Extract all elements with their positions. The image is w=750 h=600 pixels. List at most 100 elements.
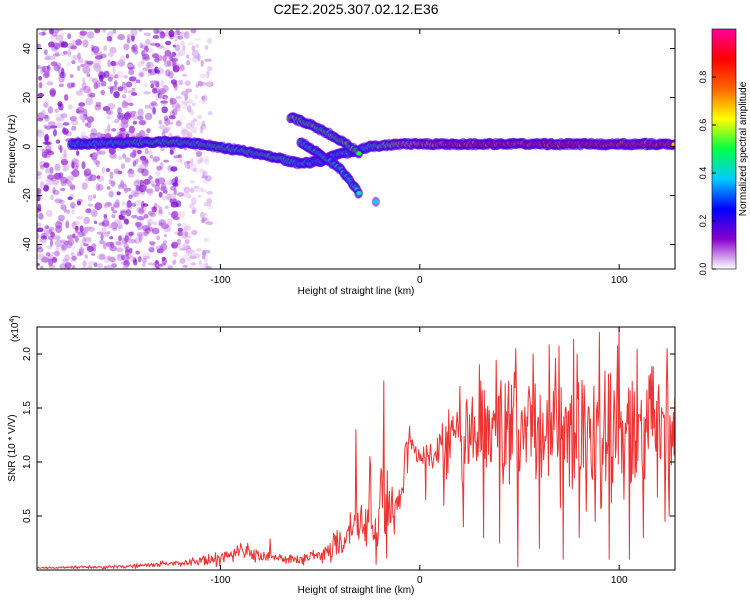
noise-speck [137, 179, 141, 185]
noise-speck [132, 149, 140, 153]
noise-speck [179, 154, 183, 162]
noise-speck [107, 76, 113, 82]
noise-speck [87, 31, 95, 39]
noise-speck [40, 265, 44, 269]
noise-speck [199, 168, 205, 174]
noise-speck [99, 70, 104, 76]
noise-speck [125, 253, 132, 260]
noise-speck [59, 32, 65, 37]
noise-speck [70, 55, 76, 62]
noise-speck [126, 37, 131, 44]
noise-speck [150, 243, 155, 247]
noise-speck [177, 179, 181, 184]
noise-speck [145, 112, 153, 121]
noise-speck [79, 30, 88, 36]
noise-speck [178, 114, 186, 121]
noise-speck [58, 214, 65, 221]
noise-speck [130, 110, 137, 115]
noise-speck [77, 231, 85, 237]
noise-speck [76, 106, 85, 113]
snr-y-ticks: 0.5 1.0 1.5 2.0 [22, 347, 675, 523]
noise-speck [62, 127, 66, 133]
noise-speck [55, 117, 62, 122]
noise-speck [93, 262, 98, 268]
noise-speck [179, 258, 186, 264]
noise-speck [125, 53, 130, 59]
noise-speck [203, 258, 209, 263]
noise-speck [39, 238, 47, 244]
noise-speck [190, 29, 197, 34]
noise-speck [79, 225, 84, 233]
noise-speck [93, 159, 101, 165]
noise-speck [37, 209, 41, 214]
noise-speck [172, 65, 180, 73]
noise-speck [167, 165, 174, 172]
noise-speck [197, 194, 202, 198]
noise-speck [191, 229, 198, 236]
noise-speck [67, 238, 74, 246]
noise-speck [204, 249, 211, 254]
noise-speck [43, 184, 49, 192]
noise-speck [104, 133, 112, 138]
noise-speck [155, 265, 161, 269]
noise-speck [150, 83, 154, 89]
noise-speck [86, 168, 91, 172]
noise-speck [189, 187, 195, 193]
noise-speck [121, 163, 126, 170]
noise-speck [100, 80, 107, 87]
noise-speck [177, 35, 183, 40]
noise-speck [55, 122, 64, 128]
noise-speck [178, 160, 183, 164]
noise-speck [181, 99, 189, 105]
noise-speck [139, 72, 144, 78]
noise-speck [66, 175, 75, 181]
noise-speck [69, 116, 77, 122]
noise-speck [154, 43, 161, 47]
noise-speck [99, 51, 103, 58]
noise-speck [82, 66, 91, 74]
noise-speck [71, 205, 76, 212]
noise-speck [207, 81, 212, 87]
noise-speck [186, 194, 192, 199]
noise-speck [115, 241, 122, 246]
noise-speck [206, 190, 214, 195]
noise-speck [114, 219, 122, 223]
noise-speck [137, 115, 144, 120]
noise-speck [156, 30, 164, 34]
x-tick-label: 0 [417, 275, 423, 286]
noise-speck [196, 158, 202, 165]
noise-speck [121, 81, 126, 89]
noise-speck [199, 125, 204, 134]
noise-speck [191, 209, 195, 215]
noise-speck [47, 121, 56, 126]
noise-speck [183, 186, 191, 194]
noise-speck [138, 29, 143, 32]
noise-speck [173, 155, 181, 159]
noise-speck [174, 176, 179, 184]
noise-speck [105, 241, 114, 247]
noise-speck [59, 52, 66, 57]
noise-speck [44, 149, 52, 154]
noise-speck [169, 149, 174, 155]
noise-speck [44, 137, 49, 144]
noise-speck [70, 252, 75, 257]
noise-speck [43, 49, 48, 56]
noise-speck [118, 225, 124, 229]
noise-speck [37, 188, 42, 195]
noise-speck [91, 252, 95, 257]
noise-speck [62, 50, 68, 55]
noise-speck [167, 265, 173, 269]
noise-speck [120, 120, 129, 129]
noise-speck [162, 47, 169, 51]
colorbar-tick-label: 0.0 [698, 263, 708, 276]
noise-speck [82, 260, 87, 267]
noise-speck [109, 86, 114, 94]
noise-speck [37, 130, 45, 138]
noise-speck [137, 70, 146, 78]
noise-speck [37, 65, 42, 70]
noise-speck [74, 40, 83, 45]
noise-speck [184, 231, 189, 237]
noise-speck [80, 131, 87, 137]
noise-speck [90, 44, 95, 52]
noise-speck [124, 248, 130, 256]
